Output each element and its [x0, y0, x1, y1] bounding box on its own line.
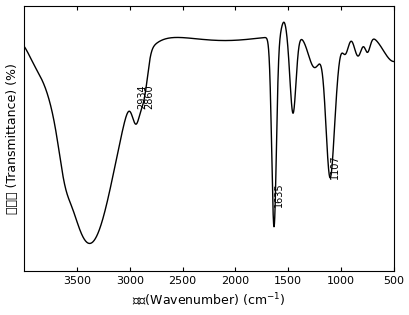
X-axis label: 波数(Wavenumber) (cm$^{-1}$): 波数(Wavenumber) (cm$^{-1}$) — [132, 292, 285, 309]
Y-axis label: 透过率 (Transmittance) (%): 透过率 (Transmittance) (%) — [6, 63, 18, 214]
Text: 1107: 1107 — [329, 154, 339, 179]
Text: 1635: 1635 — [273, 182, 283, 207]
Text: 2860: 2860 — [144, 84, 154, 109]
Text: 2934: 2934 — [137, 84, 146, 109]
